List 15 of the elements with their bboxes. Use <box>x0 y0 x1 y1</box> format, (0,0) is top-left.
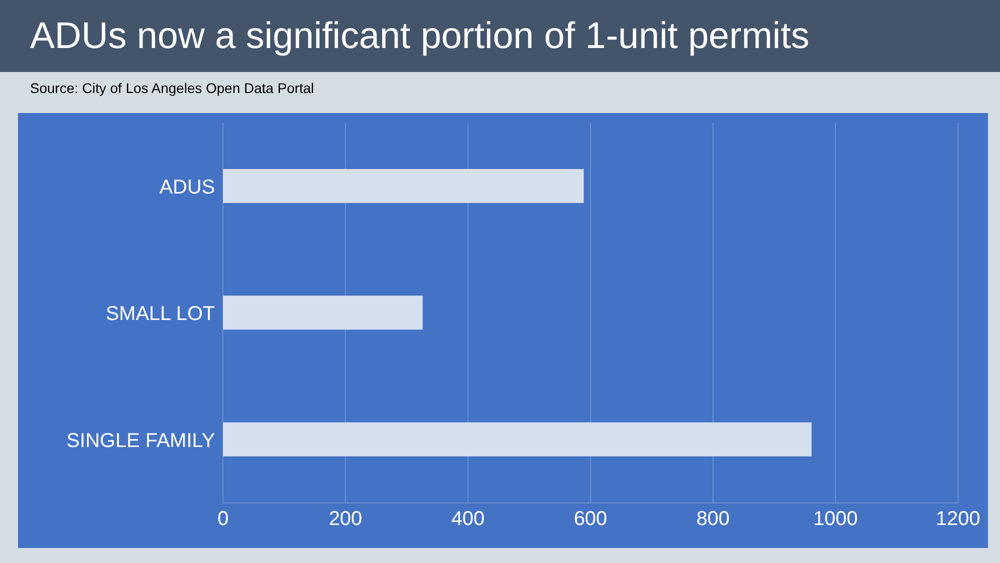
bar <box>223 422 812 456</box>
bar <box>223 296 423 330</box>
x-tick-label: 200 <box>328 508 362 530</box>
source-note: Source: City of Los Angeles Open Data Portal <box>30 80 314 96</box>
bar <box>223 169 584 203</box>
x-tick-label: 400 <box>451 508 485 530</box>
x-tick-label: 1200 <box>936 508 980 530</box>
y-tick-label: SINGLE FAMILY <box>66 430 215 452</box>
y-tick-label: SMALL LOT <box>106 303 215 326</box>
y-tick-label: ADUS <box>159 176 215 198</box>
x-tick-label: 1000 <box>813 508 858 530</box>
chart-title: ADUs now a significant portion of 1-unit permits <box>0 0 1000 72</box>
x-tick-label: 800 <box>696 508 730 530</box>
x-tick-label: 600 <box>574 508 608 530</box>
x-tick-label: 0 <box>217 508 229 530</box>
